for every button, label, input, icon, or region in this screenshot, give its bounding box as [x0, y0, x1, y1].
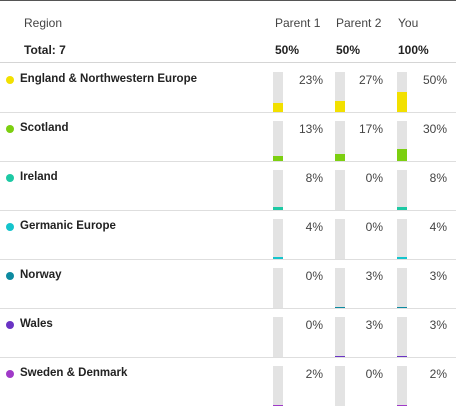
parent2-bar-fill	[335, 154, 345, 161]
parent2-percent: 0%	[365, 220, 383, 234]
you-bar-track	[397, 72, 407, 112]
region-color-dot	[6, 125, 14, 133]
you-percent: 3%	[429, 269, 447, 283]
region-name: Scotland	[20, 122, 69, 134]
region-color-dot	[6, 370, 14, 378]
parent2-bar-fill	[335, 355, 345, 357]
parent1-percent: 0%	[305, 318, 323, 332]
parent2-column-header: Parent 2	[336, 16, 382, 30]
region-color-dot	[6, 272, 14, 280]
parent1-percent: 2%	[305, 367, 323, 381]
parent1-bar-fill	[273, 257, 283, 259]
you-bar-fill	[397, 355, 407, 357]
you-bar-fill	[397, 306, 407, 308]
parent1-percent: 23%	[298, 73, 323, 87]
parent2-percent: 27%	[358, 73, 383, 87]
parent2-percent: 17%	[358, 122, 383, 136]
you-column-header: You	[398, 16, 419, 30]
parent1-percent: 8%	[305, 171, 323, 185]
parent2-bar-fill	[335, 101, 345, 112]
parent1-bar-track	[273, 366, 283, 406]
table-header: Region Parent 1 Parent 2 You Total: 7 50…	[0, 1, 456, 63]
region-name: England & Northwestern Europe	[20, 73, 197, 85]
region-row[interactable]: Norway 0% 3% 3%	[0, 260, 456, 309]
parent1-column-header: Parent 1	[275, 16, 321, 30]
region-color-dot	[6, 174, 14, 182]
region-row[interactable]: Sweden & Denmark 2% 0% 2%	[0, 358, 456, 406]
parent1-bar-fill	[273, 206, 283, 210]
region-color-dot	[6, 223, 14, 231]
region-column-header: Region	[24, 16, 63, 30]
parent1-bar-fill	[273, 155, 283, 161]
you-percent: 8%	[429, 171, 447, 185]
parent1-percent: 4%	[305, 220, 323, 234]
top-divider	[0, 0, 456, 1]
you-bar-track	[397, 170, 407, 210]
parent1-bar-track	[273, 72, 283, 112]
region-name: Wales	[20, 318, 53, 330]
region-color-dot	[6, 321, 14, 329]
region-row[interactable]: Germanic Europe 4% 0% 4%	[0, 211, 456, 260]
region-name: Sweden & Denmark	[20, 367, 128, 379]
parent2-percent: 3%	[365, 318, 383, 332]
parent2-percent: 3%	[365, 269, 383, 283]
parent2-total: 50%	[336, 43, 361, 57]
you-percent: 4%	[429, 220, 447, 234]
you-bar-track	[397, 317, 407, 357]
parent2-bar-track	[335, 170, 345, 210]
you-bar-track	[397, 366, 407, 406]
parent1-percent: 0%	[305, 269, 323, 283]
region-name: Germanic Europe	[20, 220, 116, 232]
you-bar-track	[397, 121, 407, 161]
you-bar-track	[397, 219, 407, 259]
you-bar-fill	[397, 149, 407, 161]
parent2-bar-track	[335, 317, 345, 357]
you-bar-fill	[397, 206, 407, 210]
you-bar-fill	[397, 404, 407, 406]
you-bar-track	[397, 268, 407, 308]
parent1-total: 50%	[275, 43, 300, 57]
you-percent: 30%	[422, 122, 447, 136]
region-row[interactable]: England & Northwestern Europe 23% 27% 50%	[0, 64, 456, 113]
you-bar-fill	[397, 92, 407, 112]
parent2-bar-track	[335, 72, 345, 112]
you-percent: 2%	[429, 367, 447, 381]
parent2-bar-fill	[335, 306, 345, 308]
you-percent: 50%	[422, 73, 447, 87]
you-bar-fill	[397, 257, 407, 259]
total-label: Total: 7	[24, 43, 66, 57]
region-row[interactable]: Scotland 13% 17% 30%	[0, 113, 456, 162]
region-row[interactable]: Wales 0% 3% 3%	[0, 309, 456, 358]
region-name: Norway	[20, 269, 62, 281]
you-total: 100%	[398, 43, 429, 57]
parent1-bar-track	[273, 317, 283, 357]
parent1-bar-track	[273, 170, 283, 210]
parent2-percent: 0%	[365, 367, 383, 381]
parent1-bar-track	[273, 121, 283, 161]
parent1-percent: 13%	[298, 122, 323, 136]
you-percent: 3%	[429, 318, 447, 332]
parent2-bar-track	[335, 268, 345, 308]
parent2-bar-track	[335, 366, 345, 406]
parent1-bar-track	[273, 268, 283, 308]
region-row[interactable]: Ireland 8% 0% 8%	[0, 162, 456, 211]
parent1-bar-fill	[273, 102, 283, 112]
parent1-bar-track	[273, 219, 283, 259]
parent2-percent: 0%	[365, 171, 383, 185]
parent1-bar-fill	[273, 404, 283, 406]
parent2-bar-track	[335, 219, 345, 259]
region-name: Ireland	[20, 171, 58, 183]
region-color-dot	[6, 76, 14, 84]
parent2-bar-track	[335, 121, 345, 161]
